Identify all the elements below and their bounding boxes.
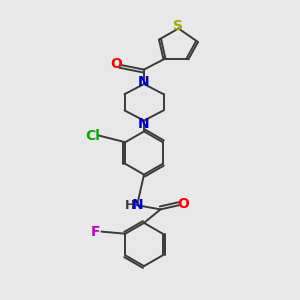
Text: O: O: [110, 57, 122, 70]
Text: O: O: [177, 197, 189, 211]
Text: N: N: [138, 117, 150, 130]
Text: Cl: Cl: [85, 129, 100, 142]
Text: S: S: [173, 19, 184, 33]
Text: H: H: [125, 199, 136, 212]
Text: F: F: [91, 225, 101, 238]
Text: N: N: [138, 75, 150, 88]
Text: N: N: [132, 198, 143, 212]
